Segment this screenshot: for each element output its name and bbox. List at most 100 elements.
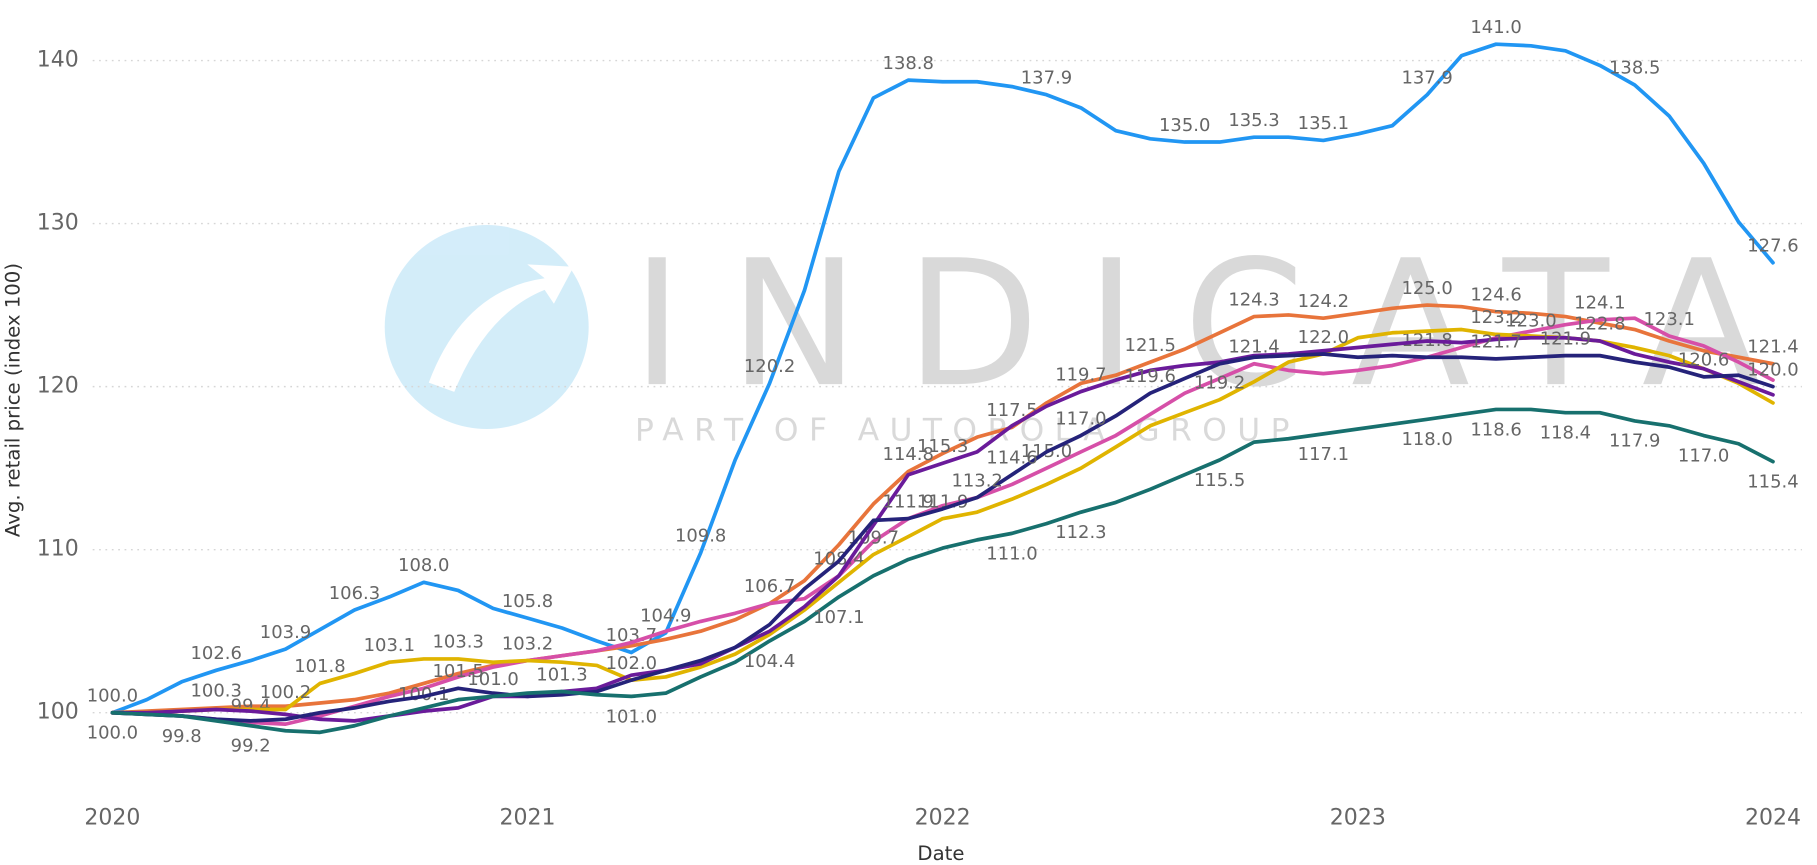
data-label: 101.0 bbox=[467, 669, 518, 690]
data-label: 112.3 bbox=[1055, 522, 1106, 543]
data-label: 115.4 bbox=[1747, 472, 1798, 493]
data-label: 118.0 bbox=[1401, 429, 1452, 450]
x-tick-label: 2024 bbox=[1745, 806, 1801, 831]
data-label: 120.2 bbox=[744, 356, 795, 377]
data-label: 111.9 bbox=[917, 491, 968, 512]
data-label: 108.0 bbox=[398, 555, 449, 576]
series-line bbox=[110, 352, 1775, 723]
series-line bbox=[110, 42, 1775, 715]
data-label: 135.3 bbox=[1228, 110, 1279, 131]
data-label: 137.9 bbox=[1021, 68, 1072, 89]
data-label: 117.5 bbox=[986, 400, 1037, 421]
data-label: 138.8 bbox=[883, 53, 934, 74]
data-label: 135.0 bbox=[1159, 115, 1210, 136]
data-label: 124.6 bbox=[1470, 284, 1521, 305]
data-label: 117.0 bbox=[1055, 408, 1106, 429]
y-tick-label: 130 bbox=[37, 211, 79, 236]
data-label: 125.0 bbox=[1401, 278, 1452, 299]
data-label: 121.4 bbox=[1228, 337, 1279, 358]
data-label: 118.4 bbox=[1540, 423, 1591, 444]
data-label: 102.0 bbox=[606, 653, 657, 674]
data-label: 114.6 bbox=[986, 447, 1037, 468]
y-tick-label: 120 bbox=[37, 374, 79, 399]
data-label: 120.6 bbox=[1678, 350, 1729, 371]
data-label: 103.2 bbox=[502, 633, 553, 654]
series bbox=[110, 352, 1775, 723]
data-label: 115.3 bbox=[917, 436, 968, 457]
series bbox=[110, 42, 1775, 715]
data-label: 101.5 bbox=[433, 661, 484, 682]
watermark-logo-arrow bbox=[428, 264, 574, 392]
data-label: 123.0 bbox=[1505, 310, 1556, 331]
series-line bbox=[110, 407, 1775, 735]
data-label: 106.3 bbox=[329, 583, 380, 604]
data-label: 102.6 bbox=[190, 643, 241, 664]
y-tick-label: 100 bbox=[37, 700, 79, 725]
data-label: 124.2 bbox=[1298, 291, 1349, 312]
watermark-text: INDICATA bbox=[632, 224, 1808, 426]
data-label: 141.0 bbox=[1470, 17, 1521, 38]
data-label: 117.1 bbox=[1298, 444, 1349, 465]
data-label: 137.9 bbox=[1401, 68, 1452, 89]
data-label: 123.1 bbox=[1643, 309, 1694, 330]
data-label: 114.8 bbox=[883, 444, 934, 465]
data-label: 121.9 bbox=[1540, 328, 1591, 349]
data-label: 103.9 bbox=[260, 622, 311, 643]
x-tick-label: 2020 bbox=[84, 806, 140, 831]
data-label: 99.2 bbox=[231, 736, 271, 757]
data-label: 101.0 bbox=[606, 706, 657, 727]
data-label: 124.3 bbox=[1228, 289, 1279, 310]
data-label: 107.1 bbox=[813, 607, 864, 628]
data-label: 111.0 bbox=[986, 543, 1037, 564]
y-tick-label: 140 bbox=[37, 48, 79, 73]
x-axis-title: Date bbox=[917, 842, 964, 865]
y-tick-label: 110 bbox=[37, 537, 79, 562]
data-label: 109.8 bbox=[675, 526, 726, 547]
data-label: 121.4 bbox=[1747, 337, 1798, 358]
data-label: 111.9 bbox=[883, 491, 934, 512]
data-label: 127.6 bbox=[1747, 235, 1798, 256]
data-label: 122.8 bbox=[1574, 314, 1625, 335]
data-label: 120.0 bbox=[1747, 359, 1798, 380]
data-label: 100.0 bbox=[87, 686, 138, 707]
x-tick-label: 2023 bbox=[1330, 806, 1386, 831]
data-label: 119.6 bbox=[1125, 366, 1176, 387]
data-label: 104.4 bbox=[744, 651, 795, 672]
data-label: 101.8 bbox=[294, 656, 345, 677]
data-label: 124.1 bbox=[1574, 293, 1625, 314]
data-label: 104.9 bbox=[640, 606, 691, 627]
data-label: 109.7 bbox=[848, 527, 899, 548]
data-label: 115.5 bbox=[1194, 470, 1245, 491]
x-tick-label: 2022 bbox=[915, 806, 971, 831]
series bbox=[110, 303, 1775, 715]
data-label: 103.3 bbox=[433, 632, 484, 653]
series-line bbox=[110, 303, 1775, 715]
series bbox=[110, 327, 1775, 715]
series-line bbox=[110, 327, 1775, 715]
data-label: 99.8 bbox=[162, 726, 202, 747]
series bbox=[110, 407, 1775, 735]
data-label: 118.6 bbox=[1470, 419, 1521, 440]
data-label: 105.8 bbox=[502, 591, 553, 612]
data-label: 100.2 bbox=[260, 682, 311, 703]
data-label: 113.2 bbox=[951, 470, 1002, 491]
data-label: 122.0 bbox=[1298, 327, 1349, 348]
data-label: 121.5 bbox=[1125, 335, 1176, 356]
data-label: 103.7 bbox=[606, 625, 657, 646]
x-tick-label: 2021 bbox=[500, 806, 556, 831]
data-label: 135.1 bbox=[1298, 113, 1349, 134]
data-label: 138.5 bbox=[1609, 58, 1660, 79]
data-label: 119.2 bbox=[1194, 372, 1245, 393]
data-label: 103.1 bbox=[364, 635, 415, 656]
data-label: 117.0 bbox=[1678, 445, 1729, 466]
data-label: 121.7 bbox=[1470, 332, 1521, 353]
data-label: 100.3 bbox=[190, 681, 241, 702]
data-label: 100.0 bbox=[87, 723, 138, 744]
data-label: 123.2 bbox=[1470, 307, 1521, 328]
data-label: 119.7 bbox=[1055, 364, 1106, 385]
data-label: 101.3 bbox=[536, 664, 587, 685]
y-axis-title: Avg. retail price (index 100) bbox=[1, 263, 24, 537]
data-label: 117.9 bbox=[1609, 431, 1660, 452]
data-label: 106.7 bbox=[744, 576, 795, 597]
